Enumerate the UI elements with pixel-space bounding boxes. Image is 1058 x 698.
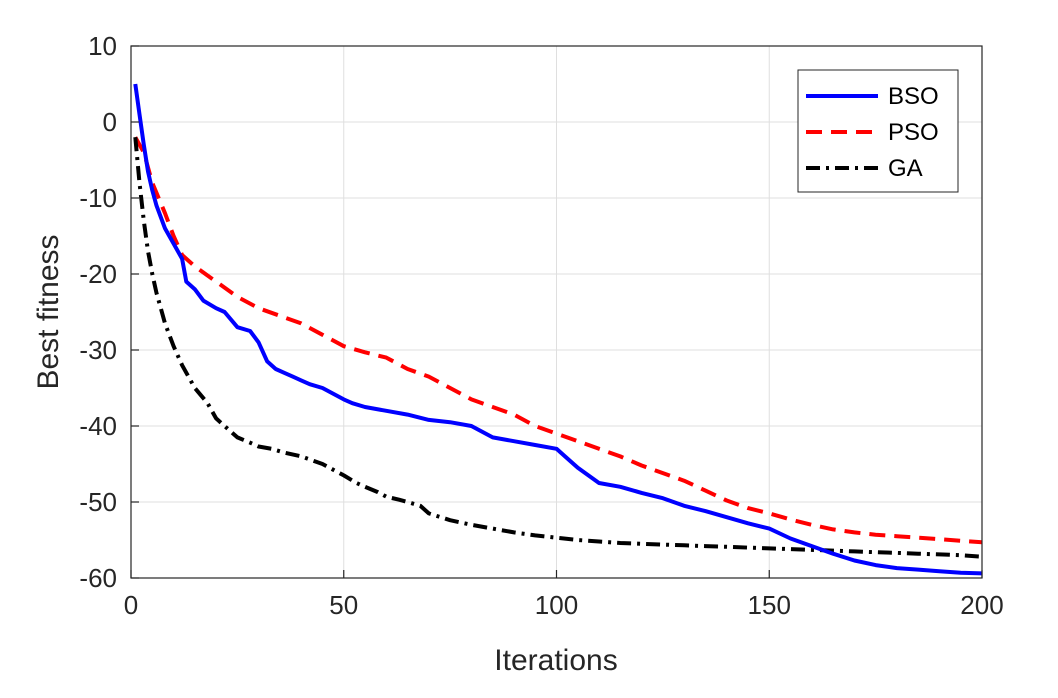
y-tick-label: -10 xyxy=(79,183,117,213)
y-tick-label: -40 xyxy=(79,411,117,441)
legend: BSO PSO GA xyxy=(797,69,959,193)
series-line-ga xyxy=(133,137,983,559)
x-tick-label: 50 xyxy=(329,590,358,620)
x-tick-label: 200 xyxy=(960,590,1003,620)
y-tick-label: 0 xyxy=(103,107,117,137)
grid xyxy=(130,45,983,579)
series-line-bso xyxy=(133,83,983,576)
series-line-pso xyxy=(133,136,983,545)
x-tick-label: 0 xyxy=(124,590,138,620)
legend-box xyxy=(797,69,959,193)
y-tick-label: -60 xyxy=(79,563,117,593)
x-axis-label: Iterations xyxy=(494,644,617,677)
legend-label-pso: PSO xyxy=(888,119,939,146)
series-layer xyxy=(133,83,983,576)
y-tick-label: -30 xyxy=(79,335,117,365)
y-tick-label: -50 xyxy=(79,487,117,517)
y-axis-label: Best fitness xyxy=(32,234,65,389)
y-tick-label: -20 xyxy=(79,259,117,289)
legend-label-bso: BSO xyxy=(888,83,939,110)
x-tick-label: 150 xyxy=(748,590,791,620)
x-axis-ticks: 0 50 100 150 200 xyxy=(124,570,1004,620)
x-tick-label: 100 xyxy=(535,590,578,620)
y-tick-label: 10 xyxy=(88,31,117,61)
y-axis-ticks: 10 0 -10 -20 -30 -40 -50 -60 xyxy=(79,31,139,593)
legend-label-ga: GA xyxy=(888,155,923,182)
